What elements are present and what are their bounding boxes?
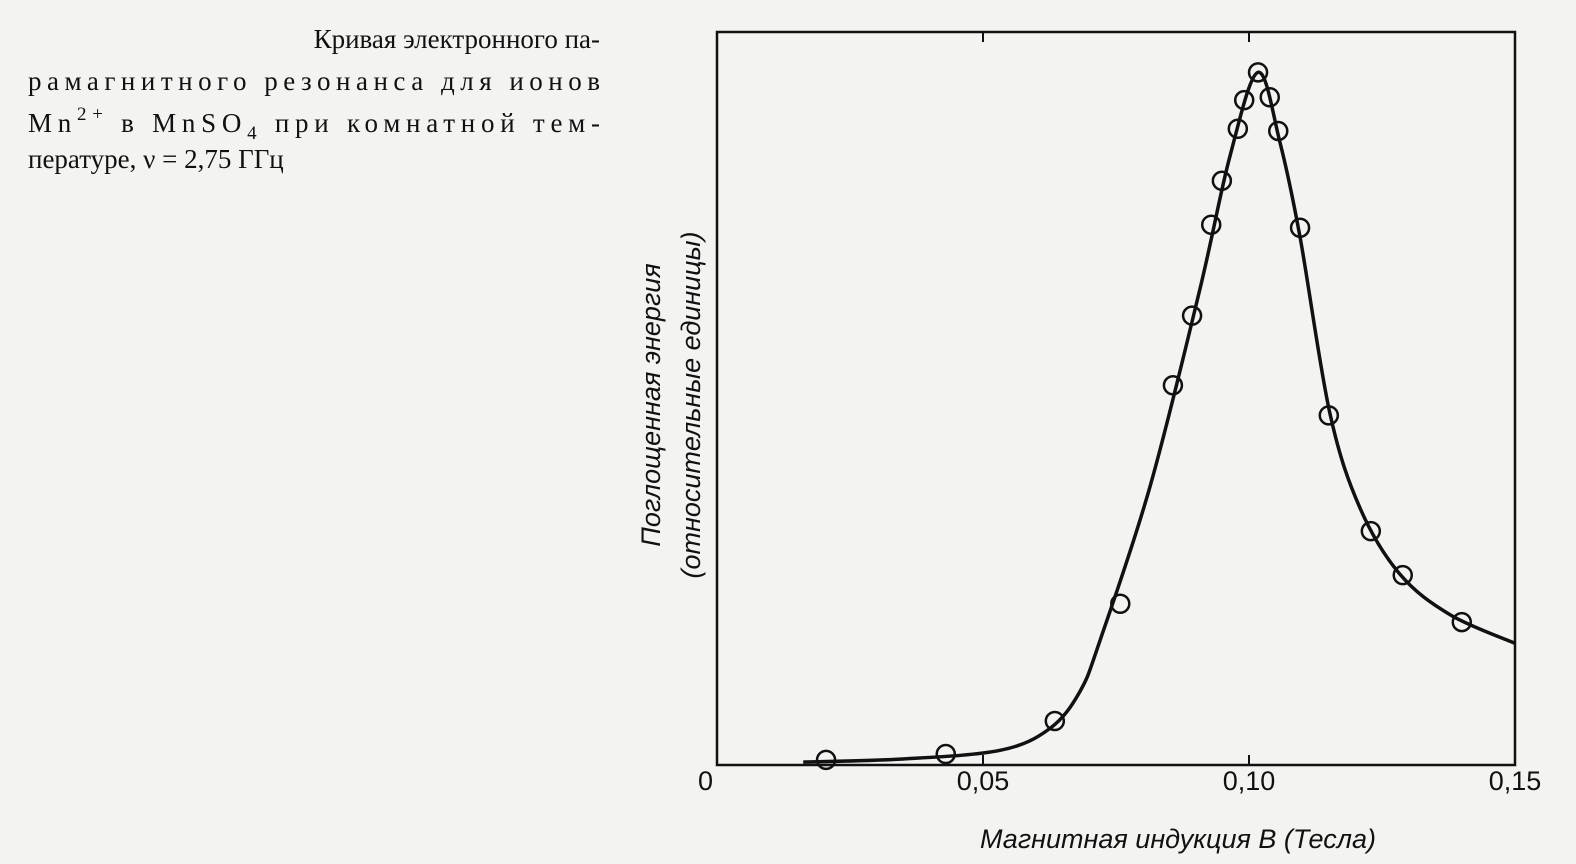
data-point: [1289, 217, 1311, 238]
caption-line: рамагнитного резонанса для ионов: [28, 66, 600, 96]
caption-line: Кривая электронного па-: [314, 24, 600, 54]
data-point: [1318, 405, 1340, 426]
data-point: [1110, 593, 1131, 614]
caption-line: пературе, ν = 2,75 ГГц: [28, 144, 284, 174]
y-axis-label: (относительные единицы): [676, 232, 706, 579]
plot-frame: [715, 30, 1517, 767]
caption-text: при комнатной тем-: [262, 108, 600, 138]
data-point: [1181, 305, 1203, 326]
caption-text: Mn: [28, 108, 72, 138]
data-point: [1360, 520, 1382, 542]
data-point: [1044, 710, 1066, 732]
y-axis-label: Поглощенная энергия: [636, 263, 666, 546]
x-tick-label: 0,15: [1489, 766, 1542, 796]
data-point: [935, 743, 957, 765]
caption-text: Кривая электронного па-: [314, 24, 600, 54]
data-point: [1259, 86, 1280, 108]
x-tick-label: 0,10: [1223, 766, 1276, 796]
caption: Кривая электронного па-рамагнитного резо…: [28, 24, 600, 174]
data-point: [1211, 170, 1233, 192]
caption-text: пературе, ν = 2,75 ГГц: [28, 144, 284, 174]
x-tick-label: 0,05: [957, 766, 1010, 796]
x-axis-label: Магнитная индукция B (Тесла): [980, 824, 1376, 854]
data-point: [1162, 375, 1184, 396]
fit-curve: [803, 70, 1516, 764]
x-tick-label: 0: [698, 766, 713, 796]
data-point: [815, 749, 837, 771]
data-point: [1200, 214, 1222, 236]
data-point: [1247, 62, 1269, 83]
data-point: [1392, 564, 1413, 586]
caption-text: в MnSO: [109, 108, 242, 138]
caption-text: 2+: [77, 104, 103, 125]
data-point: [1233, 89, 1255, 111]
data-point: [1227, 118, 1249, 140]
caption-line: Mn 2+ в MnSO 4 при комнатной тем-: [28, 104, 600, 144]
data-point: [1268, 120, 1289, 142]
caption-text: 4: [247, 123, 257, 144]
caption-text: рамагнитного резонанса для ионов: [28, 66, 600, 96]
data-point: [1451, 611, 1473, 633]
